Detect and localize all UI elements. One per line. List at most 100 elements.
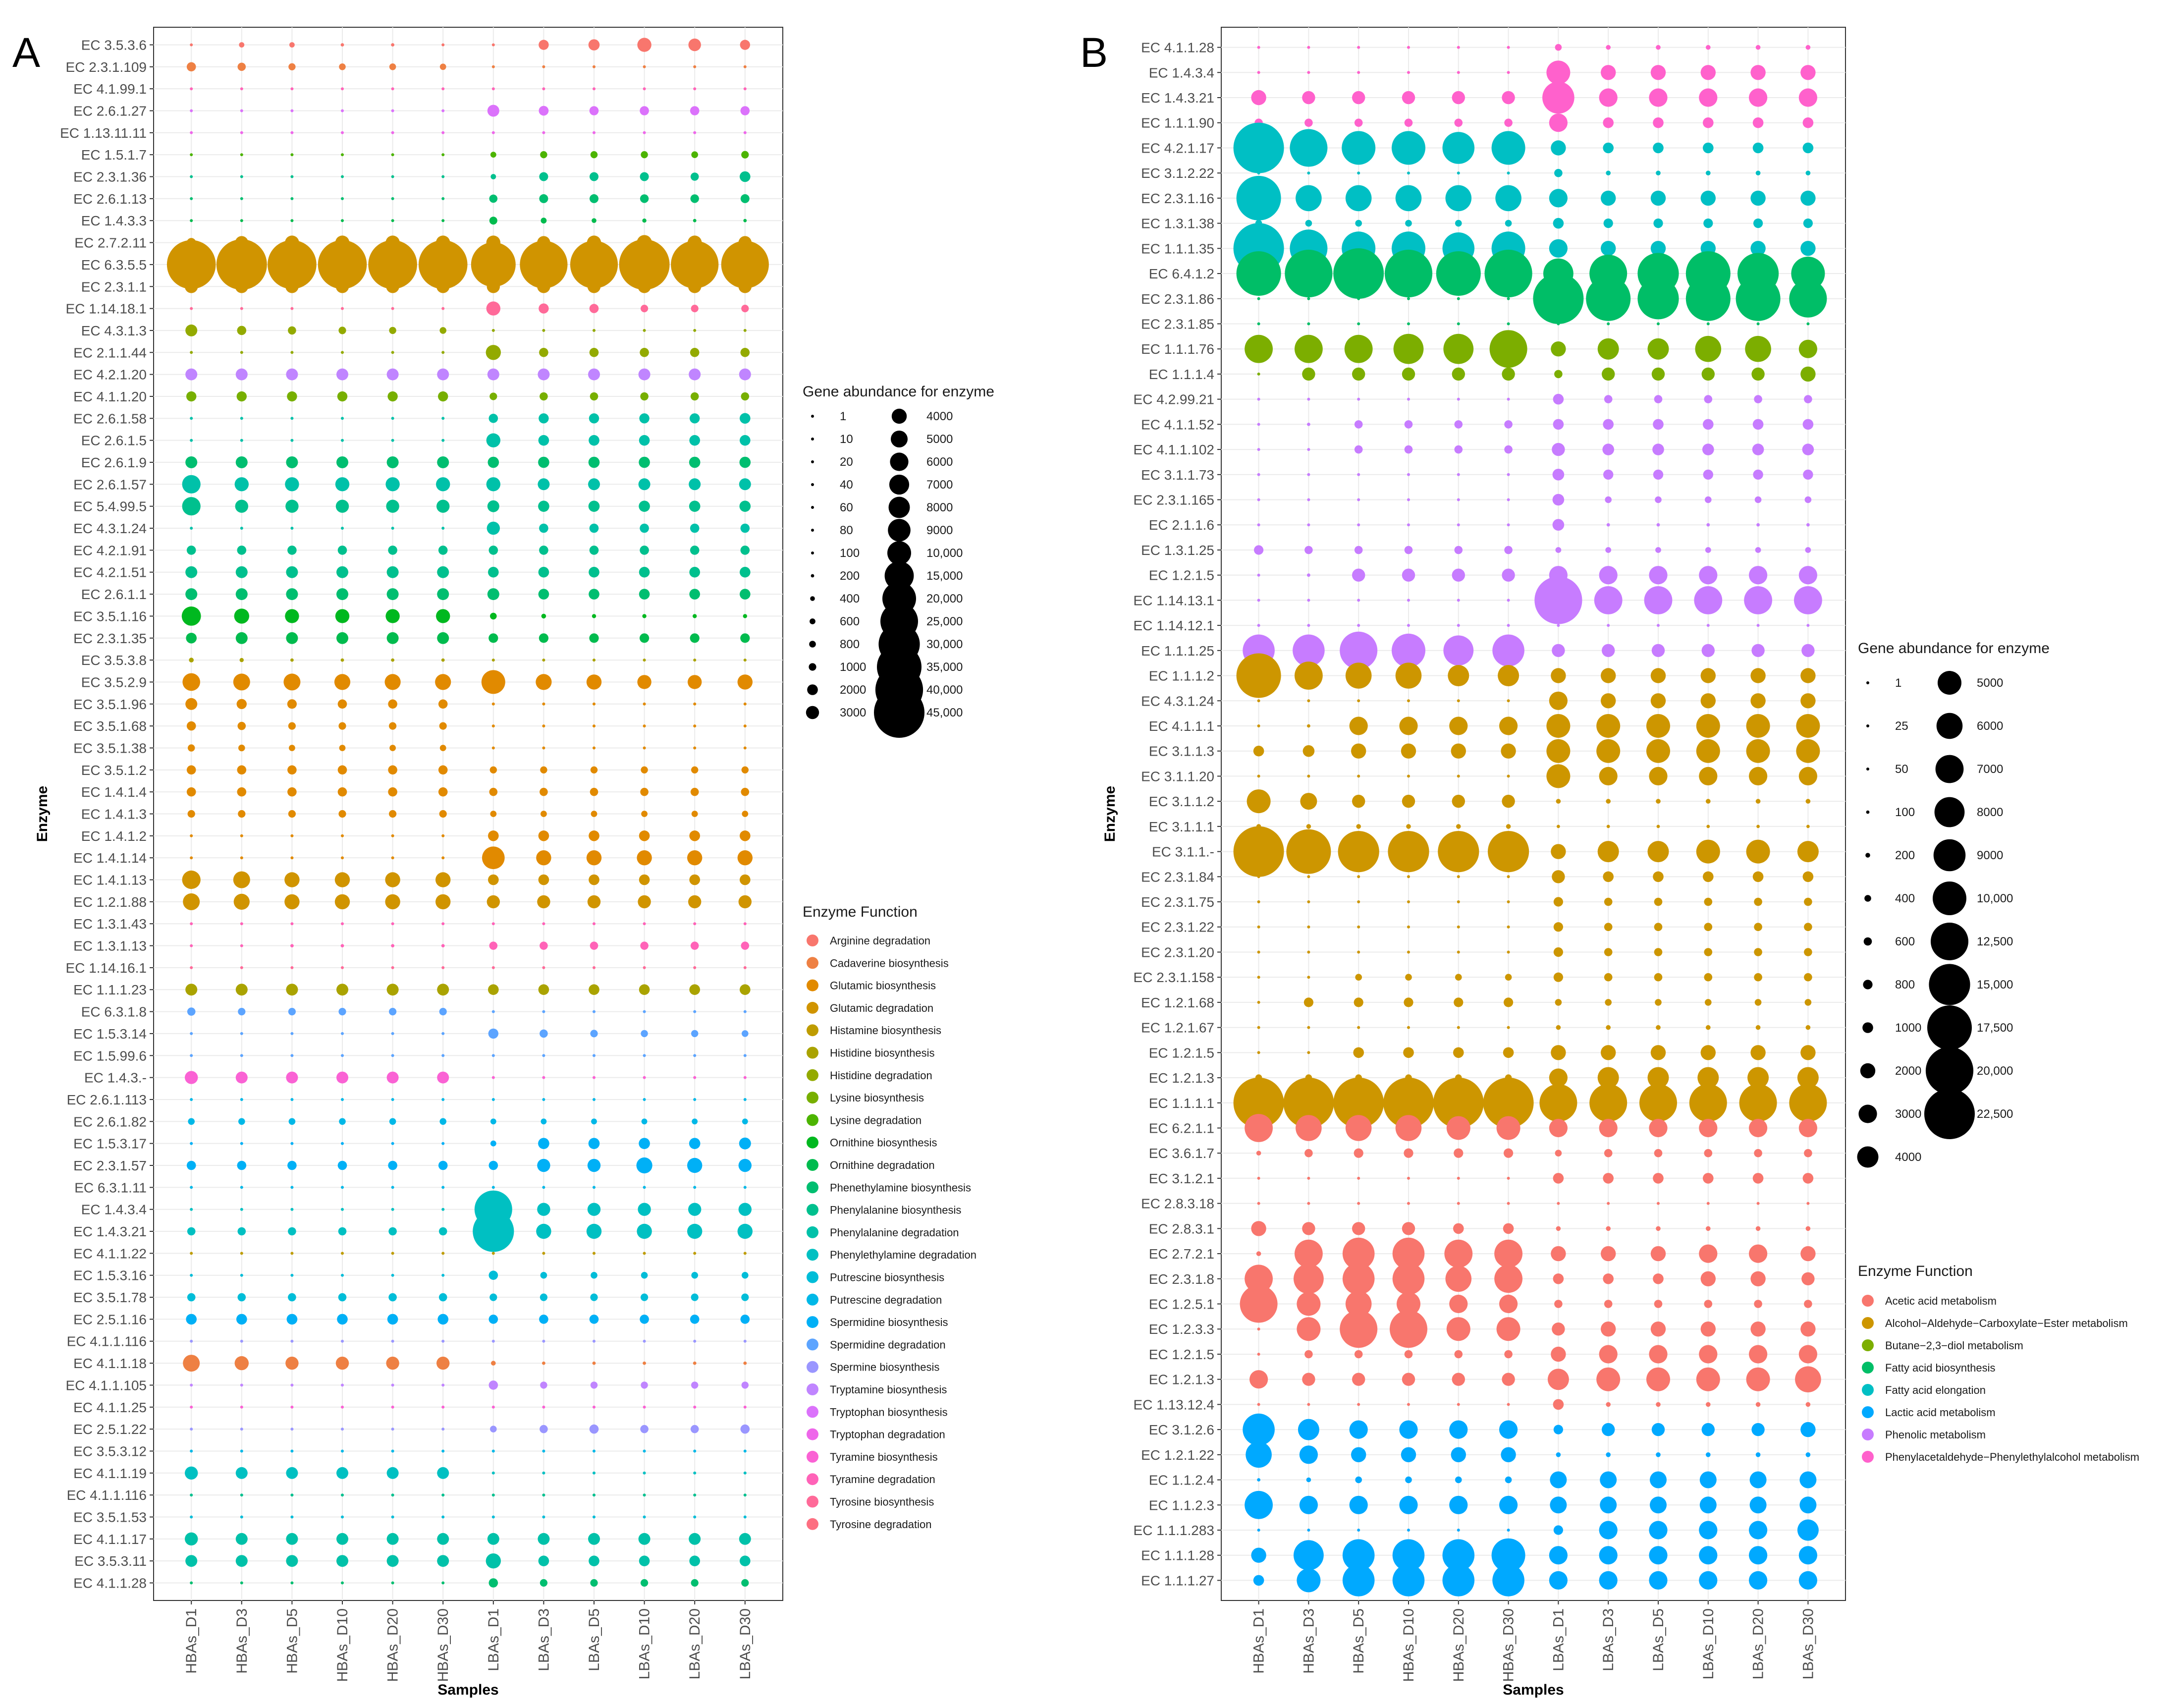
data-point <box>1407 473 1410 476</box>
y-tick-label: EC 1.5.3.17 <box>73 1136 147 1152</box>
data-point <box>539 546 548 555</box>
data-point <box>1307 523 1310 527</box>
data-point <box>1307 573 1310 577</box>
data-point <box>1553 393 1564 405</box>
data-point <box>1507 599 1510 602</box>
data-point <box>190 109 193 112</box>
data-point <box>386 1071 399 1084</box>
data-point <box>1357 397 1360 401</box>
data-point <box>182 475 201 494</box>
y-tick-label: EC 1.4.3.3 <box>81 213 147 228</box>
data-point <box>388 1160 397 1170</box>
data-point <box>1706 1226 1711 1231</box>
data-point <box>687 1223 703 1239</box>
data-point <box>1306 824 1311 829</box>
data-point <box>1507 875 1510 879</box>
data-point <box>441 834 445 837</box>
data-point <box>441 1252 445 1255</box>
data-point <box>341 1581 344 1585</box>
data-point <box>740 1424 750 1434</box>
data-point <box>1656 523 1660 527</box>
data-point <box>1647 338 1669 360</box>
data-point <box>1805 547 1811 553</box>
data-point <box>1756 624 1760 627</box>
function-legend-label: Lysine biosynthesis <box>830 1092 924 1104</box>
data-point <box>693 1186 697 1189</box>
data-point <box>1553 972 1563 982</box>
data-point <box>1357 46 1360 49</box>
data-point <box>268 240 317 289</box>
data-point <box>643 1186 646 1189</box>
data-point <box>689 874 700 885</box>
y-tick-label: EC 1.14.16.1 <box>66 960 147 976</box>
data-point <box>1507 774 1510 778</box>
data-point <box>1806 322 1810 326</box>
data-point <box>743 87 747 91</box>
data-point <box>441 922 445 926</box>
data-point <box>1602 443 1614 455</box>
data-point <box>290 1054 294 1057</box>
data-point <box>743 1471 747 1475</box>
size-legend-label: 6000 <box>926 455 953 469</box>
data-point <box>1407 71 1410 74</box>
data-point <box>1504 445 1513 454</box>
y-tick-label: EC 4.2.1.51 <box>73 565 147 580</box>
size-legend-label: 3000 <box>840 706 866 719</box>
data-point <box>285 609 299 623</box>
size-legend-key <box>1933 839 1966 872</box>
y-tick-label: EC 4.1.1.116 <box>67 1334 147 1349</box>
y-tick-label: EC 1.1.2.3 <box>1149 1497 1214 1513</box>
data-point <box>1603 871 1614 882</box>
size-legend-title: Gene abundance for enzyme <box>803 384 994 400</box>
data-point <box>1801 644 1815 658</box>
data-point <box>1507 171 1510 175</box>
data-point <box>593 1339 596 1343</box>
data-point <box>441 43 445 47</box>
data-point <box>341 197 344 200</box>
data-point <box>236 391 247 402</box>
data-point <box>690 413 700 424</box>
data-point <box>1706 799 1711 804</box>
data-point <box>1552 644 1565 658</box>
data-point <box>336 566 348 578</box>
data-point <box>743 1010 747 1013</box>
x-tick-label: LBAs_D1 <box>486 1608 502 1671</box>
data-point <box>540 392 548 401</box>
y-tick-label: EC 1.1.1.35 <box>1141 241 1214 256</box>
data-point <box>1551 1246 1566 1262</box>
function-legend-key <box>807 1293 818 1306</box>
size-legend-key <box>891 408 907 424</box>
y-tick-label: EC 1.4.1.4 <box>81 784 147 800</box>
size-legend-key <box>811 483 814 486</box>
data-point <box>691 1030 699 1038</box>
data-point <box>240 1383 243 1387</box>
data-point <box>1296 185 1322 212</box>
y-tick-label: EC 4.3.1.24 <box>73 521 147 536</box>
size-legend-key <box>1934 797 1965 827</box>
data-point <box>1449 1294 1468 1314</box>
data-point <box>643 87 646 91</box>
data-point <box>1656 1402 1661 1407</box>
data-point <box>587 1203 601 1216</box>
data-point <box>537 280 550 293</box>
data-point <box>1799 1496 1817 1514</box>
data-point <box>1601 241 1616 256</box>
data-point <box>1746 714 1770 738</box>
data-point <box>542 329 545 332</box>
y-tick-label: EC 2.1.1.6 <box>1149 517 1214 533</box>
data-point <box>1351 743 1366 759</box>
data-point <box>391 922 394 926</box>
data-point <box>1454 546 1463 554</box>
data-point <box>439 745 446 751</box>
data-point <box>491 922 495 926</box>
data-point <box>338 1227 347 1236</box>
data-point <box>491 1076 495 1079</box>
data-point <box>441 197 445 200</box>
y-tick-label: EC 3.5.3.11 <box>74 1553 147 1569</box>
data-point <box>391 307 394 310</box>
data-point <box>1357 774 1360 778</box>
data-point <box>619 239 670 290</box>
data-point <box>490 811 497 817</box>
data-point <box>1555 999 1562 1006</box>
data-point <box>437 456 449 468</box>
